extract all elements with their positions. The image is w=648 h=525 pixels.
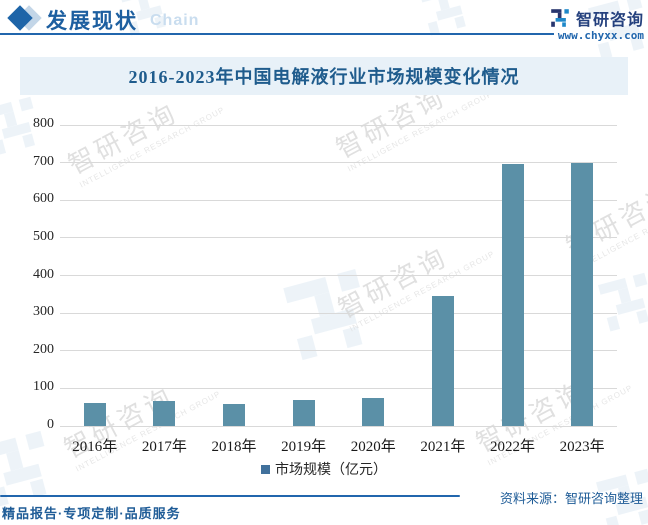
bar [292,400,315,426]
bar [431,296,454,426]
gridline [60,425,617,427]
services-tagline: 精品报告·专项定制·品质服务 [2,506,181,521]
footer-divider [0,495,460,497]
x-axis-label: 2018年 [211,439,257,455]
y-tick-label: 400 [33,266,54,282]
section-subtitle: Chain [150,12,200,29]
section-diamond-icon [7,5,42,31]
y-tick-label: 700 [33,153,54,169]
gridline [60,387,617,389]
zhiyan-logo-icon [551,9,569,27]
y-tick-label: 300 [33,304,54,320]
x-axis-label: 2016年 [72,439,118,455]
y-tick-label: 200 [33,341,54,357]
x-axis-label: 2019年 [281,439,327,455]
y-tick-label: 100 [33,379,54,395]
gridline [60,124,617,126]
section-title: 发展现状 [46,10,138,33]
chart-legend: 市场规模（亿元） [0,459,648,479]
header-divider [0,33,554,35]
legend-marker [261,464,270,474]
source-note: 资料来源：智研咨询整理 [499,491,643,506]
x-axis-label: 2021年 [420,439,466,455]
bar [362,397,385,426]
gridline [60,199,617,201]
brand-logo: 智研咨询 [549,6,644,30]
brand-name: 智研咨询 [575,12,644,29]
bar [571,162,594,426]
chart-title: 2016-2023年中国电解液行业市场规模变化情况 [128,67,520,87]
x-axis-label: 2020年 [350,439,396,455]
chart-title-band: 2016-2023年中国电解液行业市场规模变化情况 [20,57,628,95]
legend-label: 市场规模（亿元） [275,461,387,477]
plot-area: 0 100 200 300 400 500 600 700 800 2016年 2017年 2018年… [33,116,617,455]
x-axis-label: 2023年 [559,439,605,455]
bar [83,402,106,426]
x-axis-label: 2022年 [490,439,536,455]
gridline [60,162,617,164]
bar [501,163,524,426]
y-tick-label: 800 [33,116,54,131]
y-tick-label: 600 [33,191,54,207]
gridline [60,312,617,314]
gridline [60,237,617,239]
gridline [60,275,617,276]
brand-url: www.chyxx.com [557,29,644,42]
y-tick-label: 500 [33,228,54,244]
bar [153,400,176,426]
x-axis-label: 2017年 [141,439,187,455]
bar [223,403,246,426]
gridline [60,350,617,352]
y-tick-label: 0 [47,417,54,432]
